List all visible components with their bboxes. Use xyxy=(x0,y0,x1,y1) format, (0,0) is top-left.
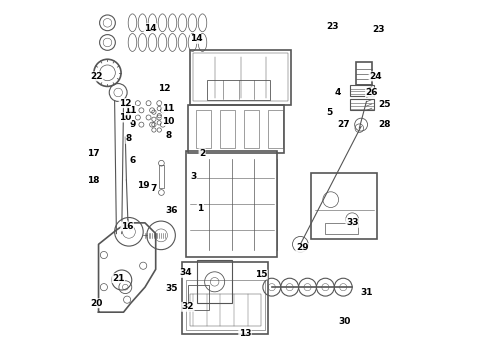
Text: 34: 34 xyxy=(180,268,193,277)
Text: 12: 12 xyxy=(158,84,171,93)
Bar xyxy=(182,262,268,334)
Text: 9: 9 xyxy=(129,120,136,129)
Text: 7: 7 xyxy=(151,184,157,193)
Bar xyxy=(244,111,259,148)
Text: 20: 20 xyxy=(91,299,103,308)
Text: 29: 29 xyxy=(296,243,309,252)
Text: 1: 1 xyxy=(197,204,203,213)
Bar xyxy=(193,53,288,102)
Text: 13: 13 xyxy=(239,329,251,338)
Text: 15: 15 xyxy=(255,270,268,279)
Bar xyxy=(188,105,284,153)
Text: 2: 2 xyxy=(199,149,205,158)
Bar xyxy=(220,111,235,148)
Text: 27: 27 xyxy=(337,120,349,129)
Text: 33: 33 xyxy=(346,219,358,228)
Text: 14: 14 xyxy=(191,35,203,44)
Bar xyxy=(186,152,277,257)
Text: 32: 32 xyxy=(182,302,194,311)
Text: 26: 26 xyxy=(366,88,378,97)
Bar xyxy=(188,285,209,310)
Bar xyxy=(186,280,265,330)
Text: 31: 31 xyxy=(360,288,373,297)
Text: 25: 25 xyxy=(378,100,391,109)
Text: 36: 36 xyxy=(166,206,178,215)
Text: 17: 17 xyxy=(87,149,99,158)
Text: 6: 6 xyxy=(129,156,136,165)
Bar xyxy=(197,260,232,303)
Text: 35: 35 xyxy=(166,284,178,293)
Text: 18: 18 xyxy=(87,176,99,185)
Text: 5: 5 xyxy=(326,108,332,117)
Text: 16: 16 xyxy=(121,222,133,231)
Text: 19: 19 xyxy=(137,181,149,190)
Bar xyxy=(356,62,372,85)
Text: 10: 10 xyxy=(119,113,131,122)
Text: 28: 28 xyxy=(378,120,391,129)
Bar xyxy=(190,50,292,105)
Text: 10: 10 xyxy=(162,117,174,126)
Text: 22: 22 xyxy=(91,72,103,81)
Bar xyxy=(311,173,377,239)
Text: 12: 12 xyxy=(119,99,132,108)
Bar xyxy=(190,294,261,327)
Text: 21: 21 xyxy=(112,274,124,283)
Text: 8: 8 xyxy=(126,134,132,143)
Bar xyxy=(325,223,358,234)
Bar xyxy=(196,111,211,148)
Text: 8: 8 xyxy=(165,131,172,140)
Bar xyxy=(268,111,283,148)
Text: 14: 14 xyxy=(144,24,157,33)
Text: 24: 24 xyxy=(369,72,382,81)
Text: 23: 23 xyxy=(373,26,385,35)
Text: 4: 4 xyxy=(335,88,341,97)
Bar xyxy=(350,99,373,111)
Bar xyxy=(350,85,373,96)
Text: 3: 3 xyxy=(190,172,196,181)
Text: 11: 11 xyxy=(162,104,174,113)
Bar xyxy=(207,80,270,100)
Text: 11: 11 xyxy=(124,106,137,115)
Text: 30: 30 xyxy=(339,316,351,325)
Text: 23: 23 xyxy=(326,22,339,31)
Bar xyxy=(159,165,164,188)
